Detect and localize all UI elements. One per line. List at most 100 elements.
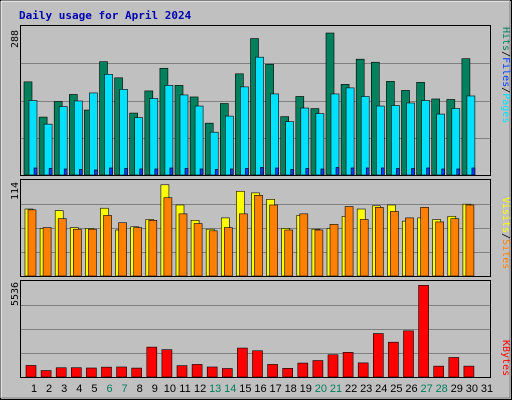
sites-bar	[269, 204, 278, 277]
pages-bar	[406, 102, 415, 176]
pages-bar	[436, 113, 446, 176]
files-bar	[230, 168, 234, 176]
legend-sep: /	[500, 233, 511, 239]
chart-marks: 1 2 3 4 5 6 7 8 9 10 11 12 13 14 15 16 17 18 19 20 21 22 23 24 2…	[21, 32, 493, 395]
files-bar	[456, 168, 461, 176]
sites-bar	[314, 229, 324, 277]
legend-sep: /	[500, 87, 511, 93]
sites-bar	[405, 217, 414, 277]
panel-kbytes-frame	[20, 280, 491, 378]
visits-max-label: 114	[10, 182, 21, 200]
chart-title: Daily usage for April 2024	[19, 9, 192, 22]
kbytes-bar	[357, 362, 369, 378]
sites-bar	[254, 194, 263, 277]
sites-bar	[148, 220, 158, 277]
kbytes-bar	[463, 365, 475, 378]
day-tick-label: 4	[76, 383, 82, 395]
day-tick-label: 17	[269, 383, 281, 395]
files-bar	[350, 167, 355, 176]
files-bar	[214, 169, 219, 176]
sites-bar	[374, 207, 384, 277]
sites-bar	[435, 221, 445, 277]
day-tick-label: 8	[137, 383, 143, 395]
kbytes-bar	[176, 365, 188, 378]
kbytes-bar	[222, 368, 233, 378]
day-tick-label: 20	[315, 383, 327, 395]
kbytes-max-label: 5536	[10, 282, 21, 306]
kbytes-bar	[327, 354, 339, 378]
files-bar	[94, 169, 98, 176]
day-tick-label: 5	[91, 383, 97, 395]
files-bar	[320, 168, 325, 176]
day-tick-label: 22	[345, 383, 357, 395]
files-bar	[245, 168, 249, 176]
kbytes-bar	[342, 352, 354, 378]
legend-sep: /	[500, 51, 511, 57]
files-bar	[260, 167, 264, 176]
files-bar	[426, 167, 430, 176]
files-bar	[380, 167, 385, 176]
day-tick-label: 27	[420, 383, 432, 395]
kbytes-bar	[282, 368, 294, 378]
pages-bar	[149, 98, 159, 176]
day-tick-label: 13	[209, 383, 221, 395]
files-bar	[154, 168, 159, 176]
day-tick-label: 1	[31, 383, 37, 395]
sites-bar	[103, 215, 112, 277]
kbytes-bar	[116, 366, 127, 378]
files-bar	[275, 167, 279, 176]
day-tick-label: 6	[106, 383, 112, 395]
legend-visits: Visits	[500, 197, 511, 233]
sites-bar	[420, 207, 429, 277]
kbytes-bar	[388, 341, 399, 378]
sites-bar	[208, 230, 218, 277]
day-tick-label: 31	[481, 383, 493, 395]
day-tick-label: 14	[224, 383, 236, 395]
pages-bar	[270, 93, 279, 176]
sites-bar	[57, 218, 67, 277]
sites-bar	[450, 218, 460, 277]
legend-files: Files	[500, 57, 511, 87]
day-tick-label: 11	[179, 383, 190, 395]
pages-bar	[451, 108, 461, 176]
sites-bar	[163, 197, 173, 277]
pages-bar	[209, 131, 219, 176]
kbytes-bar	[433, 365, 445, 378]
pages-bar	[315, 113, 325, 176]
pages-bar	[466, 95, 476, 176]
files-bar	[305, 168, 310, 176]
panel-visits-frame	[20, 179, 491, 277]
pages-bar	[360, 96, 370, 176]
day-tick-label: 29	[451, 383, 463, 395]
legend-visits-sites: Visits/Sites	[500, 197, 511, 269]
legend-pages-files-hits: Hits/Files/Pages	[500, 27, 511, 123]
pages-bar	[74, 100, 83, 176]
day-tick-label: 18	[285, 383, 297, 395]
kbytes-bar	[418, 285, 429, 378]
files-bar	[441, 168, 446, 176]
sites-bar	[299, 213, 309, 277]
kbytes-bar	[131, 367, 142, 378]
day-tick-label: 2	[46, 383, 52, 395]
pages-bar	[119, 89, 128, 176]
files-bar	[290, 169, 295, 176]
day-tick-label: 10	[164, 383, 176, 395]
legend-hits: Hits	[500, 27, 511, 51]
day-tick-label: 25	[390, 383, 402, 395]
kbytes-bar	[297, 362, 309, 378]
sites-bar	[329, 224, 339, 277]
pages-bar	[330, 93, 340, 176]
files-bar	[199, 168, 204, 176]
kbytes-bar	[146, 346, 158, 378]
day-tick-label: 16	[254, 383, 266, 395]
day-tick-label: 30	[466, 383, 478, 395]
pages-bar	[285, 121, 295, 176]
pages-bar	[43, 123, 53, 176]
pages-bar	[89, 92, 98, 176]
files-bar	[48, 168, 53, 176]
pages-bar	[134, 117, 143, 176]
files-bar	[365, 167, 370, 176]
files-bar	[471, 167, 476, 176]
